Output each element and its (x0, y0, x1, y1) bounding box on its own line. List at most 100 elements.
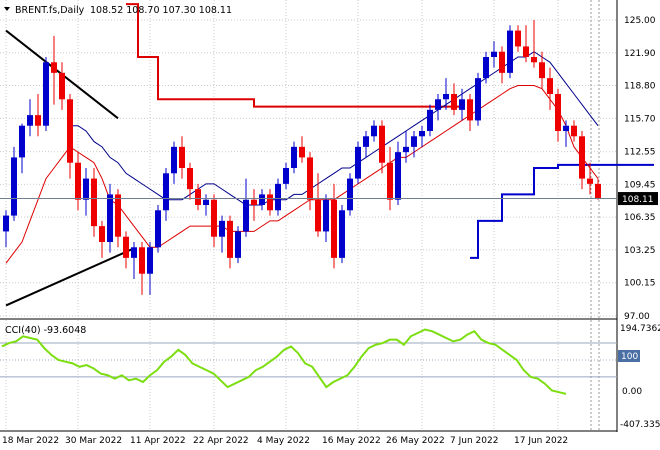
candle[interactable] (35, 115, 41, 126)
candle[interactable] (491, 51, 497, 57)
candle[interactable] (419, 131, 425, 137)
candle[interactable] (251, 199, 257, 205)
candle[interactable] (499, 51, 505, 73)
candle[interactable] (59, 72, 65, 100)
candle[interactable] (515, 30, 521, 47)
candle[interactable] (275, 183, 281, 211)
candle[interactable] (171, 146, 177, 174)
candle[interactable] (43, 62, 49, 126)
candle[interactable] (243, 199, 249, 232)
candle[interactable] (291, 146, 297, 168)
candle[interactable] (523, 46, 529, 57)
candle[interactable] (363, 136, 369, 147)
candle[interactable] (531, 57, 537, 63)
candle[interactable] (547, 78, 553, 94)
candle[interactable] (11, 157, 17, 216)
candle[interactable] (27, 115, 33, 126)
candle[interactable] (203, 199, 209, 205)
last-price-tag: 108.11 (618, 192, 658, 206)
chart-header: BRENT.fs,Daily 108.52 108.70 107.30 108.… (4, 5, 232, 16)
trend-line (5, 247, 135, 307)
candle[interactable] (139, 247, 145, 274)
candle[interactable] (123, 236, 129, 258)
candle[interactable] (219, 220, 225, 237)
candle[interactable] (323, 199, 329, 232)
candle[interactable] (227, 220, 233, 258)
candle[interactable] (211, 199, 217, 237)
candle[interactable] (299, 146, 305, 158)
candle[interactable] (587, 178, 593, 184)
candle[interactable] (235, 231, 241, 258)
candle[interactable] (403, 146, 409, 153)
candle[interactable] (571, 125, 577, 137)
candle[interactable] (467, 99, 473, 121)
candle[interactable] (315, 199, 321, 232)
candle[interactable] (579, 136, 585, 179)
candle[interactable] (459, 99, 465, 110)
candle[interactable] (147, 247, 153, 274)
candle[interactable] (595, 183, 601, 199)
candle[interactable] (435, 99, 441, 110)
candle[interactable] (331, 199, 337, 258)
candle[interactable] (411, 136, 417, 147)
candle[interactable] (107, 194, 113, 242)
symbol-label: BRENT.fs,Daily (15, 5, 85, 16)
candle[interactable] (371, 125, 377, 137)
candle[interactable] (75, 162, 81, 200)
candle[interactable] (67, 99, 73, 163)
candle[interactable] (91, 178, 97, 227)
candle[interactable] (179, 146, 185, 168)
candle[interactable] (395, 152, 401, 200)
candle[interactable] (507, 30, 513, 73)
candle[interactable] (379, 125, 385, 163)
cci-max-label: 194.7362 (620, 324, 660, 334)
candles[interactable] (3, 20, 601, 295)
candle[interactable] (387, 162, 393, 200)
candle[interactable] (539, 62, 545, 79)
date-label: 18 Mar 2022 (2, 436, 59, 446)
candle[interactable] (131, 247, 137, 258)
candle[interactable] (51, 62, 57, 73)
candle[interactable] (483, 57, 489, 79)
candle[interactable] (339, 210, 345, 258)
cci-min-label: -407.335 (620, 420, 660, 430)
candle[interactable] (443, 94, 449, 100)
candle[interactable] (427, 109, 433, 131)
cci-plot-area (0, 320, 617, 430)
cci-level-label: 100 (621, 352, 638, 362)
candle[interactable] (267, 194, 273, 211)
price-label: 115.70 (624, 114, 656, 124)
date-label: 30 Mar 2022 (65, 436, 122, 446)
candle[interactable] (187, 168, 193, 190)
price-label: 97.00 (624, 312, 650, 322)
candle[interactable] (195, 189, 201, 205)
cci-line (1, 328, 567, 395)
price-label: 100.15 (624, 279, 656, 289)
red-stop-line (126, 3, 462, 108)
fast-ma-line (5, 85, 599, 264)
candle[interactable] (115, 194, 121, 237)
candle[interactable] (307, 157, 313, 200)
cci-title: CCI(40) -93.6048 (5, 325, 86, 336)
candle[interactable] (3, 215, 9, 232)
candle[interactable] (83, 178, 89, 200)
candle[interactable] (355, 146, 361, 179)
candle[interactable] (451, 94, 457, 110)
candle[interactable] (155, 210, 161, 248)
candle[interactable] (555, 94, 561, 131)
candle[interactable] (163, 173, 169, 211)
date-label: 16 May 2022 (322, 436, 381, 446)
candle[interactable] (347, 178, 353, 211)
candle[interactable] (475, 78, 481, 121)
candle[interactable] (259, 194, 265, 205)
candle[interactable] (283, 168, 289, 184)
candle[interactable] (19, 125, 25, 158)
candle[interactable] (99, 226, 105, 242)
blue-stop-line (470, 163, 654, 259)
candle[interactable] (563, 125, 569, 131)
cci-levels (0, 342, 617, 378)
date-label: 4 May 2022 (257, 436, 310, 446)
dropdown-triangle-icon[interactable] (4, 7, 10, 11)
ohlc-readout: 108.52 108.70 107.30 108.11 (90, 5, 232, 16)
